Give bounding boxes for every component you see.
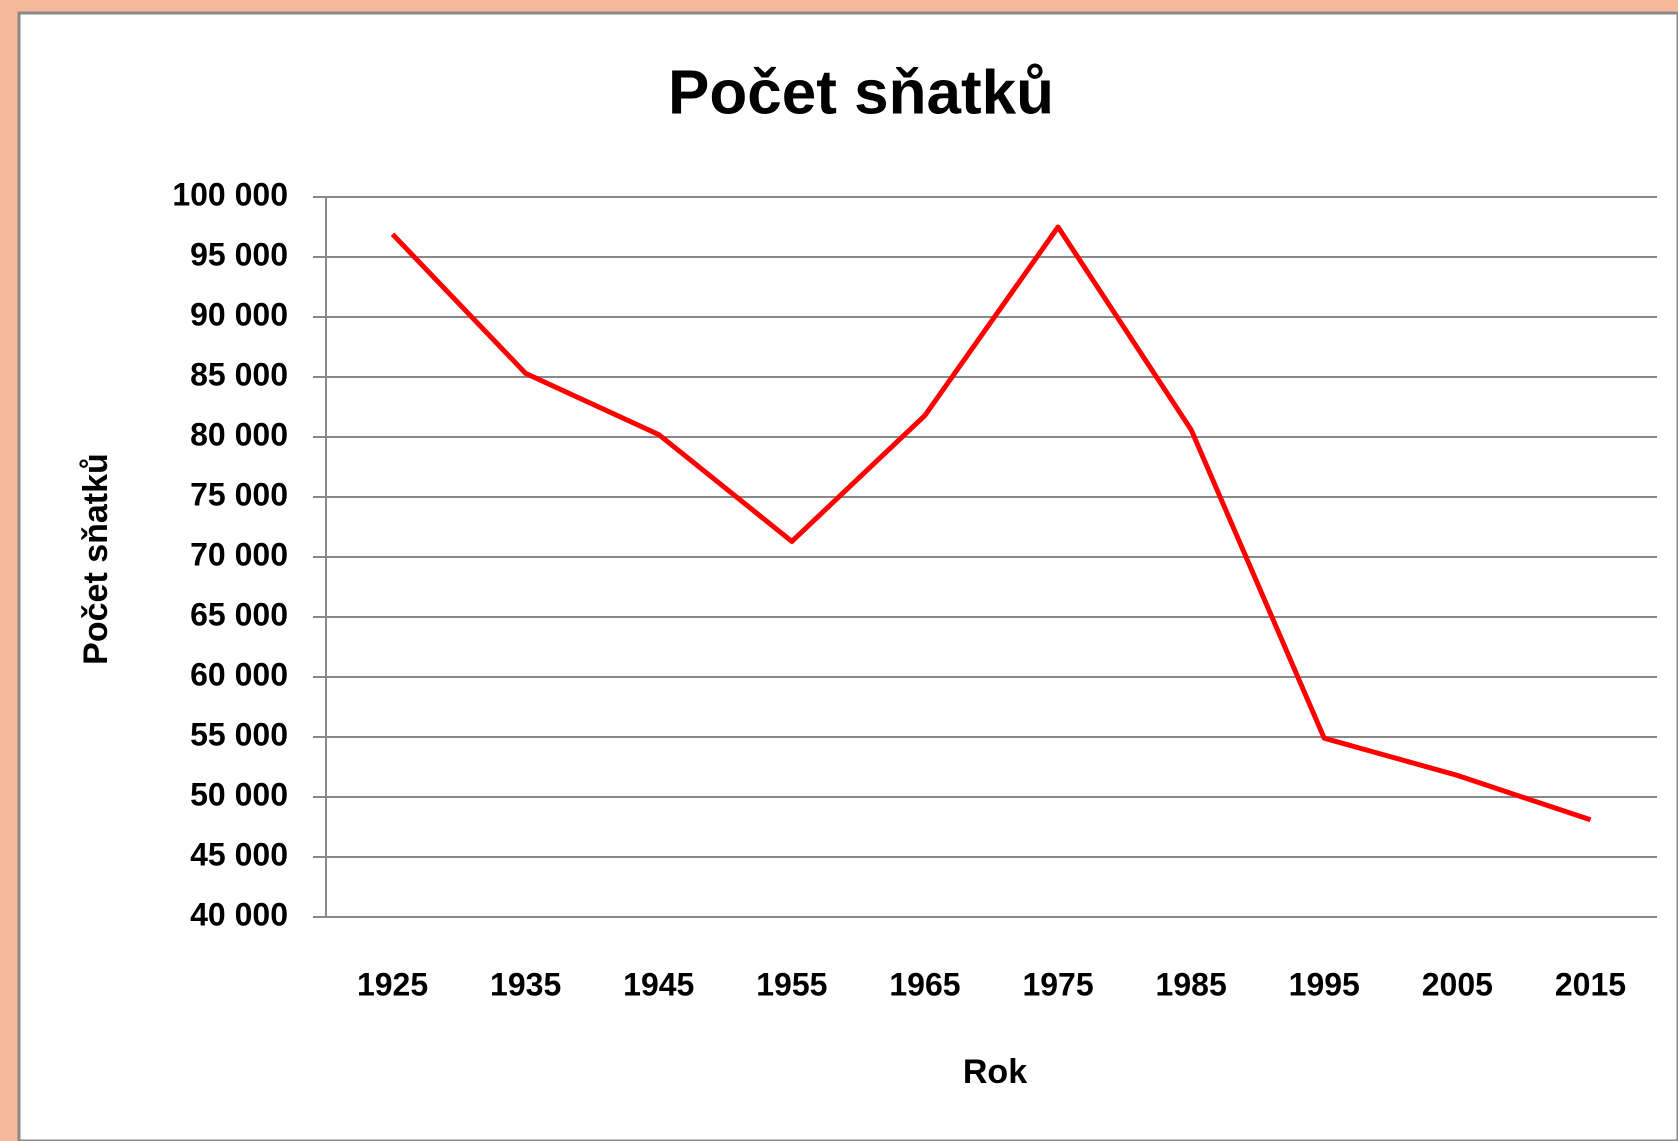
x-tick-label: 1925 (357, 966, 428, 1002)
y-tick-label: 85 000 (190, 356, 288, 392)
y-tick-label: 55 000 (190, 716, 288, 752)
x-axis-label: Rok (963, 1053, 1027, 1091)
line-series (390, 224, 1592, 823)
y-tick-label: 100 000 (172, 176, 288, 212)
x-tick-label: 2015 (1555, 966, 1626, 1002)
x-tick-label: 1945 (623, 966, 694, 1002)
x-tick-label: 1975 (1022, 966, 1093, 1002)
x-tick-label: 2005 (1422, 966, 1493, 1002)
y-tick-label: 70 000 (190, 536, 288, 572)
y-tick-label: 90 000 (190, 296, 288, 332)
y-tick-label: 95 000 (190, 236, 288, 272)
y-tick-label: 40 000 (190, 896, 288, 932)
y-tick-label: 45 000 (190, 836, 288, 872)
chart-area (17, 11, 1678, 1141)
x-tick-label: 1965 (889, 966, 960, 1002)
chart-title: Počet sňatků (668, 58, 1054, 127)
y-tick-label: 80 000 (190, 416, 288, 452)
y-axis-label: Počet sňatků (77, 453, 115, 665)
x-tick-label: 1935 (490, 966, 561, 1002)
y-tick-label: 50 000 (190, 776, 288, 812)
x-tick-label: 1955 (756, 966, 827, 1002)
y-tick-label: 60 000 (190, 656, 288, 692)
x-tick-label: 1985 (1156, 966, 1227, 1002)
y-tick-label: 75 000 (190, 476, 288, 512)
y-tick-label: 65 000 (190, 596, 288, 632)
x-tick-label: 1995 (1289, 966, 1360, 1002)
